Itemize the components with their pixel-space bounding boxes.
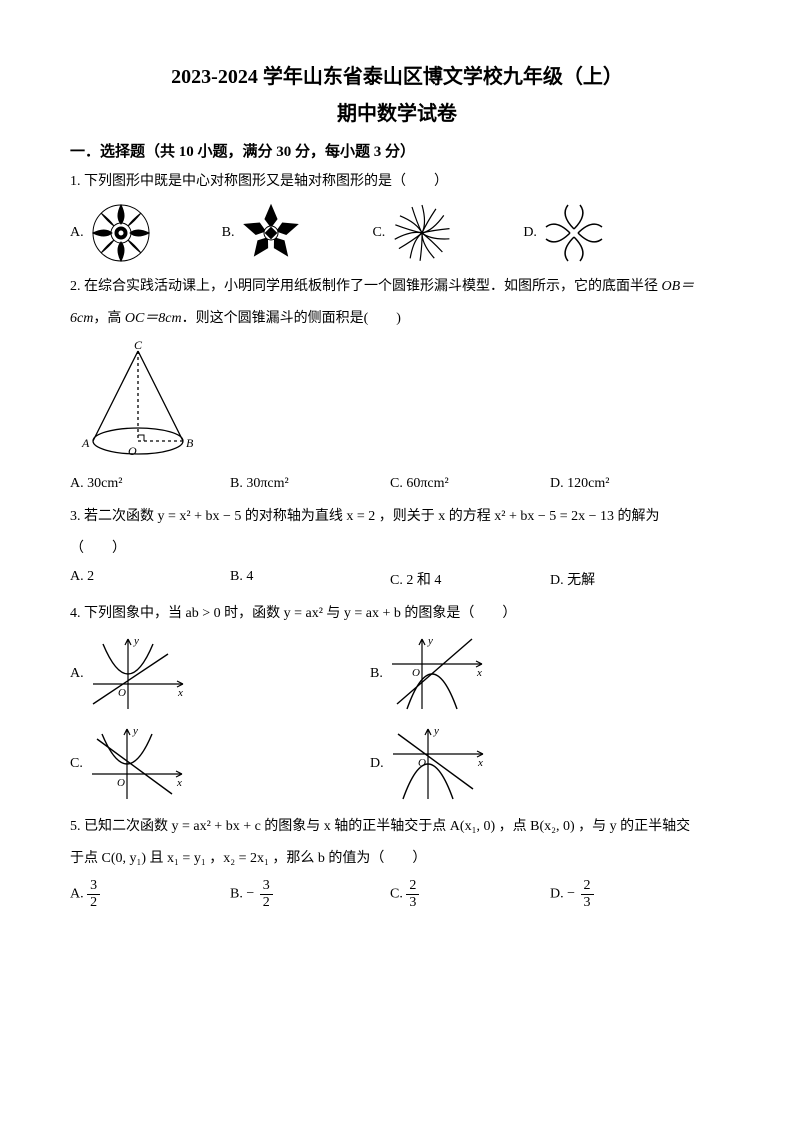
axis-y: y <box>427 635 433 647</box>
q3-line2: （ ） <box>70 536 724 563</box>
q5-choice-a: A. 32 <box>70 879 230 910</box>
q4-text: 4. 下列图象中，当 ab > 0 时，函数 y = ax² 与 y = ax … <box>70 601 724 628</box>
q2-line2: 6cm，高 OC＝8cm．则这个圆锥漏斗的侧面积是( ) <box>70 306 724 333</box>
q2-choice-c: C. 60πcm² <box>390 476 550 492</box>
q1-text: 1. 下列图形中既是中心对称图形又是轴对称图形的是（ ） <box>70 169 724 196</box>
q5-line2: 于点 C(0, y₁) 且 x₁ = y₁ ，x₂ = 2x₁ ，那么 b 的值… <box>70 846 724 873</box>
q1-choice-d: D. <box>523 202 605 264</box>
q5-line1: 5. 已知二次函数 y = ax² + bx + c 的图象与 x 轴的正半轴交… <box>70 814 724 841</box>
q2-choices: A. 30cm² B. 30πcm² C. 60πcm² D. 120cm² <box>70 476 724 492</box>
q2-line1: 2. 在综合实践活动课上，小明同学用纸板制作了一个圆锥形漏斗模型．如图所示，它的… <box>70 274 724 301</box>
q1-choice-c: C. <box>372 202 453 264</box>
q3-choice-c: C. 2 和 4 <box>390 569 550 589</box>
axis-x: x <box>477 757 483 769</box>
q5-prefix-c: C. <box>390 886 406 901</box>
q5-frac-b: 32 <box>260 879 273 910</box>
graph-a-icon: x y O <box>88 634 188 714</box>
q4-choice-c: C. x y O <box>70 724 370 804</box>
axis-x: x <box>176 777 182 789</box>
q2-line1-b: OB＝ <box>662 279 695 294</box>
exam-page: 2023-2024 学年山东省泰山区博文学校九年级（上） 期中数学试卷 一．选择… <box>0 0 794 1123</box>
frac-num: 3 <box>87 879 100 895</box>
q2-line2-c: OC＝8cm <box>125 311 182 326</box>
title-line-2: 期中数学试卷 <box>70 97 724 126</box>
frac-den: 2 <box>87 895 100 910</box>
q3-choice-d: D. 无解 <box>550 569 710 589</box>
graph-c-icon: x y O <box>87 724 187 804</box>
axis-o: O <box>117 777 125 789</box>
cone-label-o: O <box>128 444 137 458</box>
cone-label-b: B <box>186 436 194 450</box>
q3-choice-a: A. 2 <box>70 569 230 589</box>
q1-choices: A. <box>70 202 724 264</box>
q5-choice-b: B. − 32 <box>230 879 390 910</box>
ornament-icon-c <box>391 202 453 264</box>
frac-den: 2 <box>260 895 273 910</box>
q1-label-b: B. <box>222 225 235 241</box>
axis-o: O <box>118 687 126 699</box>
q4-label-b: B. <box>370 666 383 682</box>
q4-choice-b: B. x y O <box>370 634 487 714</box>
cone-label-c: C <box>134 341 143 352</box>
q2-choice-b: B. 30πcm² <box>230 476 390 492</box>
q4-label-c: C. <box>70 756 83 772</box>
q5-frac-d: 23 <box>581 879 594 910</box>
cone-label-a: A <box>81 436 90 450</box>
frac-num: 3 <box>260 879 273 895</box>
q5-choice-d: D. − 23 <box>550 879 710 910</box>
ornament-icon-a <box>90 202 152 264</box>
frac-num: 2 <box>406 879 419 895</box>
ornament-icon-b <box>240 202 302 264</box>
q5-choices: A. 32 B. − 32 C. 23 D. − 23 <box>70 879 724 910</box>
cone-icon: C A B O <box>78 341 198 461</box>
axis-y: y <box>433 725 439 737</box>
title-line-1: 2023-2024 学年山东省泰山区博文学校九年级（上） <box>70 60 724 89</box>
q1-label-d: D. <box>523 225 537 241</box>
axis-x: x <box>177 687 183 699</box>
frac-den: 3 <box>406 895 419 910</box>
q5-prefix-b: B. <box>230 886 246 901</box>
q1-label-c: C. <box>372 225 385 241</box>
q1-label-a: A. <box>70 225 84 241</box>
q3-line1: 3. 若二次函数 y = x² + bx − 5 的对称轴为直线 x = 2 ，… <box>70 504 724 531</box>
ornament-icon-d <box>543 202 605 264</box>
q5-prefix-d: D. <box>550 886 567 901</box>
graph-b-icon: x y O <box>387 634 487 714</box>
q5-choice-c: C. 23 <box>390 879 550 910</box>
q2-line1-a: 2. 在综合实践活动课上，小明同学用纸板制作了一个圆锥形漏斗模型．如图所示，它的… <box>70 279 662 294</box>
q4-label-d: D. <box>370 756 384 772</box>
q2-choice-d: D. 120cm² <box>550 476 710 492</box>
q2-choice-a: A. 30cm² <box>70 476 230 492</box>
axis-o: O <box>418 757 426 769</box>
q2-line2-d: ．则这个圆锥漏斗的侧面积是( ) <box>182 311 401 326</box>
q4-choice-d: D. x y O <box>370 724 488 804</box>
minus-sign: − <box>567 886 575 902</box>
q1-choice-a: A. <box>70 202 152 264</box>
frac-num: 2 <box>581 879 594 895</box>
q3-choices: A. 2 B. 4 C. 2 和 4 D. 无解 <box>70 569 724 589</box>
q4-row2: C. x y O D. <box>70 724 724 804</box>
q2-cone-figure: C A B O <box>78 341 724 466</box>
section-header: 一．选择题（共 10 小题，满分 30 分，每小题 3 分） <box>70 140 724 161</box>
axis-o: O <box>412 667 420 679</box>
minus-sign: − <box>246 886 254 902</box>
axis-x: x <box>476 667 482 679</box>
axis-y: y <box>132 725 138 737</box>
q4-choice-a: A. x y O <box>70 634 370 714</box>
q1-choice-b: B. <box>222 202 303 264</box>
q5-frac-c: 23 <box>406 879 419 910</box>
q5-prefix-a: A. <box>70 886 87 901</box>
axis-y: y <box>133 635 139 647</box>
q2-line2-b: ，高 <box>93 311 125 326</box>
graph-d-icon: x y O <box>388 724 488 804</box>
q2-line2-a: 6cm <box>70 311 93 326</box>
q4-label-a: A. <box>70 666 84 682</box>
frac-den: 3 <box>581 895 594 910</box>
q3-choice-b: B. 4 <box>230 569 390 589</box>
q5-frac-a: 32 <box>87 879 100 910</box>
q4-row1: A. x y O B. <box>70 634 724 714</box>
